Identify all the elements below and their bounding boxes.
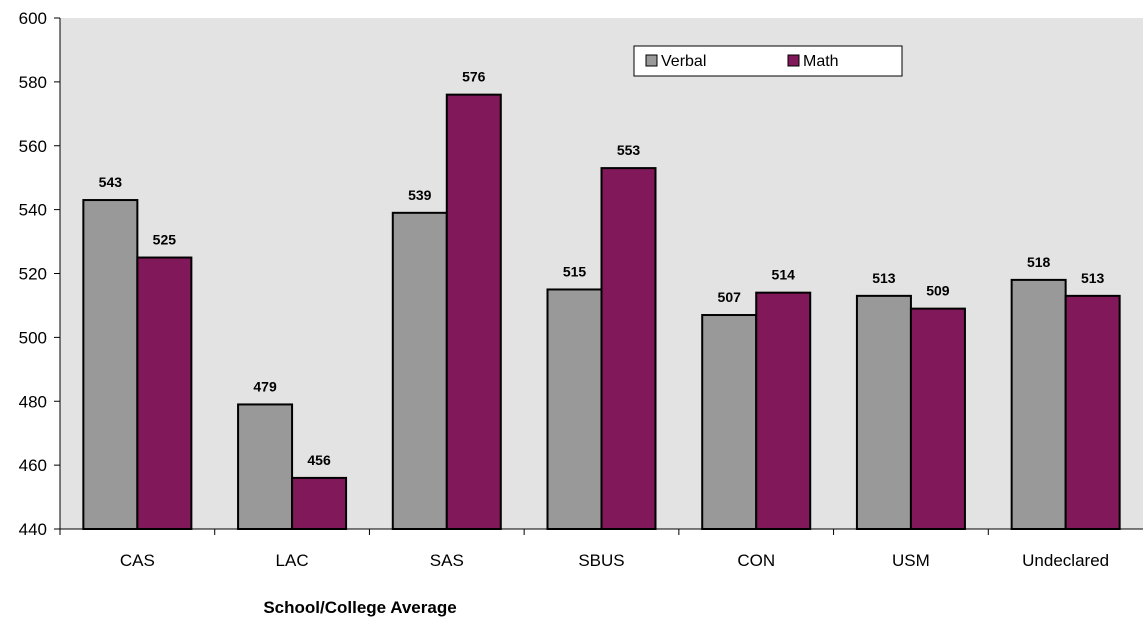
y-tick-label-580: 580 xyxy=(19,73,47,92)
bar-verbal-sbus xyxy=(546,288,603,530)
data-label-math-usm: 509 xyxy=(926,283,950,299)
bar-math-undeclared xyxy=(1064,294,1121,531)
bar-math-con xyxy=(755,291,812,530)
x-tick-label-sas: SAS xyxy=(430,551,464,570)
bar-verbal-sas xyxy=(391,211,448,530)
y-tick-label-460: 460 xyxy=(19,456,47,475)
bar-verbal-con xyxy=(701,314,758,530)
legend-swatch-verbal xyxy=(645,54,658,67)
x-tick-label-con: CON xyxy=(737,551,775,570)
data-label-math-lac: 456 xyxy=(307,452,331,468)
legend: Verbal Math xyxy=(633,45,903,77)
y-tick-label-520: 520 xyxy=(19,265,47,284)
bar-math-sbus xyxy=(600,167,657,530)
bar-math-cas xyxy=(136,256,193,530)
y-tick-label-600: 600 xyxy=(19,9,47,28)
data-label-math-cas: 525 xyxy=(153,232,177,248)
x-axis: CAS LAC SAS SBUS CON USM Undeclared xyxy=(60,528,1143,570)
y-tick-label-500: 500 xyxy=(19,328,47,347)
legend-box xyxy=(633,45,903,77)
y-tick-label-480: 480 xyxy=(19,392,47,411)
data-label-math-sas: 576 xyxy=(462,69,486,85)
data-label-verbal-cas: 543 xyxy=(99,174,123,190)
x-tick-label-cas: CAS xyxy=(120,551,155,570)
bar-math-usm xyxy=(909,307,966,530)
bar-verbal-cas xyxy=(82,199,139,530)
data-label-verbal-sbus: 515 xyxy=(563,263,587,279)
data-label-math-undeclared: 513 xyxy=(1081,270,1105,286)
bar-verbal-usm xyxy=(855,294,912,531)
x-tick-label-sbus: SBUS xyxy=(578,551,624,570)
data-label-verbal-usm: 513 xyxy=(872,270,896,286)
x-tick-label-undeclared: Undeclared xyxy=(1022,551,1109,570)
x-tick-label-usm: USM xyxy=(892,551,930,570)
data-label-verbal-lac: 479 xyxy=(253,378,277,394)
y-tick-label-440: 440 xyxy=(19,520,47,539)
y-tick-label-560: 560 xyxy=(19,137,47,156)
legend-label-math: Math xyxy=(803,53,839,70)
data-labels-group: 543 525 479 456 539 576 515 553 507 514 513 509 518 5… xyxy=(99,69,1105,468)
bar-math-lac xyxy=(291,476,348,530)
data-label-math-sbus: 553 xyxy=(617,142,641,158)
bar-verbal-lac xyxy=(237,403,294,531)
legend-label-verbal: Verbal xyxy=(661,53,706,70)
bar-math-sas xyxy=(445,93,502,531)
bar-verbal-undeclared xyxy=(1010,278,1067,531)
data-label-verbal-sas: 539 xyxy=(408,187,432,203)
data-label-verbal-undeclared: 518 xyxy=(1027,254,1051,270)
data-label-math-con: 514 xyxy=(772,267,796,283)
y-axis: 440 460 480 500 520 540 560 580 600 xyxy=(19,9,61,539)
legend-swatch-math xyxy=(787,54,800,67)
data-label-verbal-con: 507 xyxy=(718,289,742,305)
bars-group xyxy=(82,93,1121,531)
x-axis-title: School/College Average xyxy=(263,598,456,617)
y-tick-label-540: 540 xyxy=(19,201,47,220)
x-tick-label-lac: LAC xyxy=(276,551,309,570)
